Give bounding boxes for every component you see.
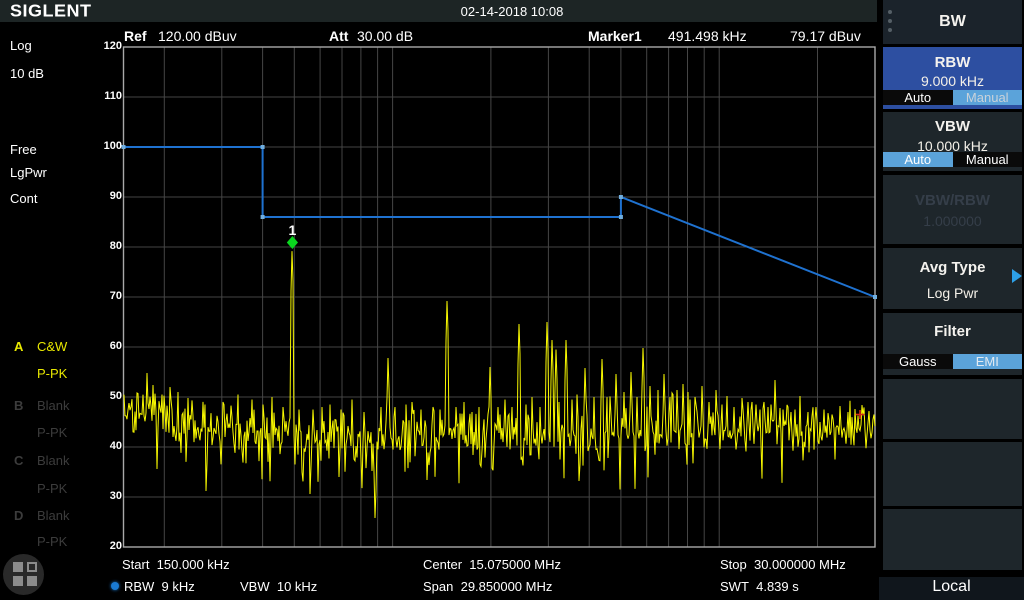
- svg-text:1: 1: [289, 222, 297, 238]
